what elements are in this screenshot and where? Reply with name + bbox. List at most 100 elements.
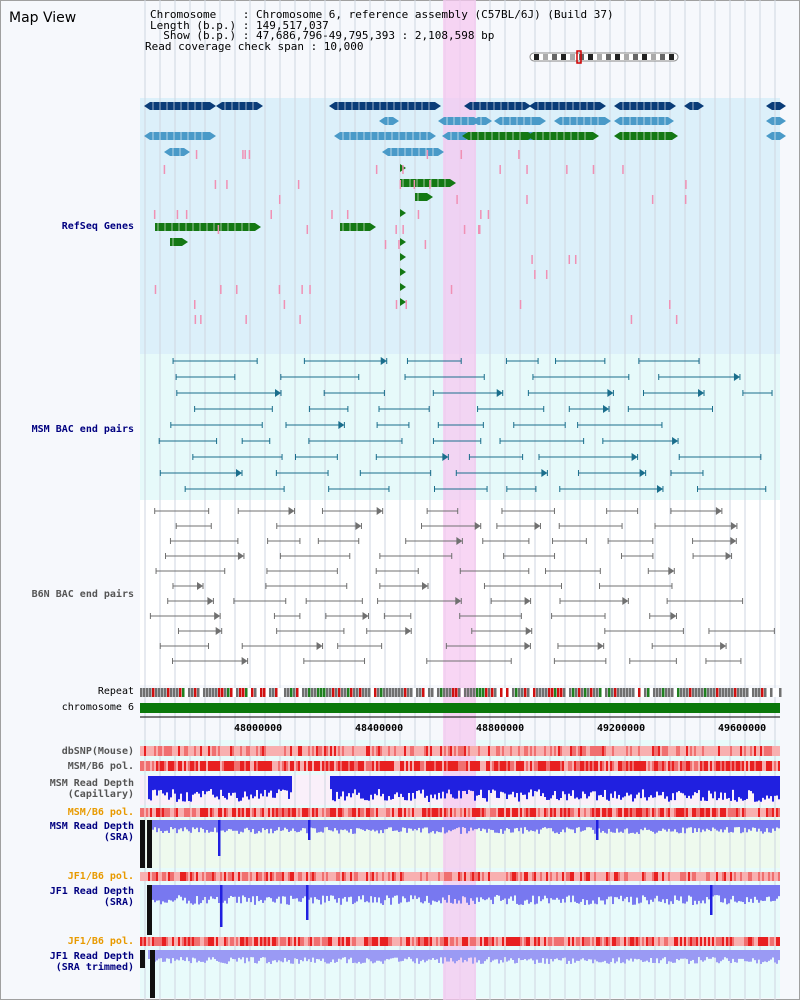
jf1-pol-cell bbox=[634, 937, 636, 946]
dbsnp-cell bbox=[220, 746, 222, 756]
msm-pol-cell bbox=[246, 808, 248, 817]
msm-pol-cell bbox=[396, 761, 398, 771]
track-label-dbsnp[interactable]: dbSNP(Mouse) bbox=[61, 746, 134, 757]
dbsnp-cell bbox=[554, 746, 556, 756]
ideogram-band bbox=[552, 54, 557, 60]
jf1-pol-cell bbox=[554, 937, 556, 946]
repeat-element bbox=[752, 688, 755, 697]
msm-pol-cell bbox=[144, 761, 146, 771]
msm-sra-depth-bar bbox=[452, 820, 454, 830]
ideogram-band bbox=[642, 54, 647, 60]
msm-sra-depth-bar bbox=[740, 820, 742, 834]
msm-sra-depth-bar bbox=[326, 820, 328, 828]
msm-pol-cell bbox=[180, 761, 182, 771]
track-label-refseq[interactable]: RefSeq Genes bbox=[61, 221, 134, 232]
ideogram-band bbox=[615, 54, 620, 60]
track-label-jf1-depth-sra[interactable]: JF1 Read Depth (SRA) bbox=[49, 886, 134, 908]
jf1-pol-cell bbox=[458, 937, 460, 946]
dbsnp-cell bbox=[432, 746, 434, 756]
track-label-msm-depth-capillary[interactable]: MSM Read Depth (Capillary) bbox=[49, 778, 134, 800]
track-label-msm-depth-sra[interactable]: MSM Read Depth (SRA) bbox=[49, 821, 134, 843]
dbsnp-cell bbox=[162, 746, 164, 756]
jf1-pol-cell bbox=[512, 937, 514, 946]
jf1-trim-depth-bar bbox=[398, 950, 400, 962]
jf1-trim-depth-bar bbox=[750, 950, 752, 962]
jf1-sra-depth-bar bbox=[248, 885, 250, 899]
jf1-pol-cell bbox=[336, 937, 338, 946]
gene-bar bbox=[222, 102, 257, 110]
jf1-pol-cell bbox=[666, 937, 668, 946]
jf1-pol-cell bbox=[222, 937, 224, 946]
capillary-depth-bar bbox=[414, 776, 416, 799]
repeat-element bbox=[470, 688, 473, 697]
msm-pol-cell bbox=[678, 761, 680, 771]
depth-spike bbox=[220, 885, 223, 927]
jf1-pol-cell bbox=[618, 937, 620, 946]
jf1-pol-cell bbox=[492, 872, 494, 881]
jf1-trim-depth-bar bbox=[446, 950, 448, 962]
msm-pol-cell bbox=[516, 761, 518, 771]
track-label-jf1-b6-pol-1[interactable]: JF1/B6 pol. bbox=[67, 871, 134, 882]
track-label-repeat[interactable]: Repeat bbox=[97, 686, 134, 697]
msm-pol-cell bbox=[502, 761, 504, 771]
track-label-msm-b6-pol-1[interactable]: MSM/B6 pol. bbox=[67, 761, 134, 772]
jf1-trim-depth-bar bbox=[596, 950, 598, 962]
capillary-depth-bar bbox=[592, 776, 594, 792]
msm-pol-cell bbox=[600, 808, 602, 817]
capillary-depth-bar bbox=[330, 776, 332, 790]
capillary-depth-bar bbox=[160, 776, 162, 790]
msm-pol-cell bbox=[660, 808, 662, 817]
jf1-pol-cell bbox=[656, 937, 658, 946]
jf1-trim-depth-bar bbox=[302, 950, 304, 962]
repeat-element bbox=[569, 688, 572, 697]
msm-pol-cell bbox=[392, 761, 394, 771]
capillary-depth-bar bbox=[156, 776, 158, 796]
track-label-jf1-depth-trimmed[interactable]: JF1 Read Depth (SRA trimmed) bbox=[49, 951, 134, 973]
dbsnp-cell bbox=[156, 746, 158, 756]
msm-pol-cell bbox=[184, 808, 186, 817]
msm-pol-cell bbox=[480, 761, 482, 771]
repeat-element bbox=[512, 688, 515, 697]
dbsnp-cell bbox=[180, 746, 182, 756]
msm-pol-cell bbox=[322, 808, 324, 817]
msm-pol-cell bbox=[554, 761, 556, 771]
jf1-pol-cell bbox=[362, 937, 364, 946]
repeat-element bbox=[143, 688, 146, 697]
jf1-pol-cell bbox=[244, 872, 246, 881]
msm-pol-cell bbox=[738, 761, 740, 771]
dbsnp-cell bbox=[720, 746, 722, 756]
dbsnp-cell bbox=[264, 746, 266, 756]
jf1-pol-cell bbox=[588, 872, 590, 881]
jf1-trim-depth-bar bbox=[180, 950, 182, 958]
track-label-msm-b6-pol-2[interactable]: MSM/B6 pol. bbox=[67, 807, 134, 818]
dbsnp-cell bbox=[600, 746, 602, 756]
track-label-jf1-b6-pol-2[interactable]: JF1/B6 pol. bbox=[67, 936, 134, 947]
jf1-pol-cell bbox=[616, 872, 618, 881]
track-label-msm-bac[interactable]: MSM BAC end pairs bbox=[31, 424, 134, 435]
capillary-depth-bar bbox=[702, 776, 704, 798]
dbsnp-cell bbox=[224, 746, 226, 756]
jf1-trim-depth-bar bbox=[620, 950, 622, 964]
msm-pol-cell bbox=[526, 761, 528, 771]
jf1-pol-cell bbox=[506, 937, 508, 946]
capillary-depth-bar bbox=[700, 776, 702, 801]
track-label-chromosome[interactable]: chromosome 6 bbox=[61, 702, 134, 713]
jf1-pol-cell bbox=[738, 937, 740, 946]
repeat-element bbox=[662, 688, 665, 697]
jf1-sra-depth-bar bbox=[616, 885, 618, 898]
dbsnp-cell bbox=[598, 746, 600, 756]
msm-sra-depth-bar bbox=[230, 820, 232, 830]
track-label-b6n-bac[interactable]: B6N BAC end pairs bbox=[31, 589, 134, 600]
repeat-element bbox=[209, 688, 212, 697]
strand-arrow bbox=[730, 522, 737, 530]
msm-pol-cell bbox=[304, 761, 306, 771]
msm-pol-cell bbox=[428, 761, 430, 771]
jf1-pol-cell bbox=[654, 872, 656, 881]
repeat-element bbox=[410, 688, 413, 697]
msm-pol-cell bbox=[250, 808, 252, 817]
repeat-element bbox=[335, 688, 338, 697]
msm-pol-cell bbox=[480, 808, 482, 817]
dbsnp-cell bbox=[676, 746, 678, 756]
repeat-element bbox=[164, 688, 167, 697]
